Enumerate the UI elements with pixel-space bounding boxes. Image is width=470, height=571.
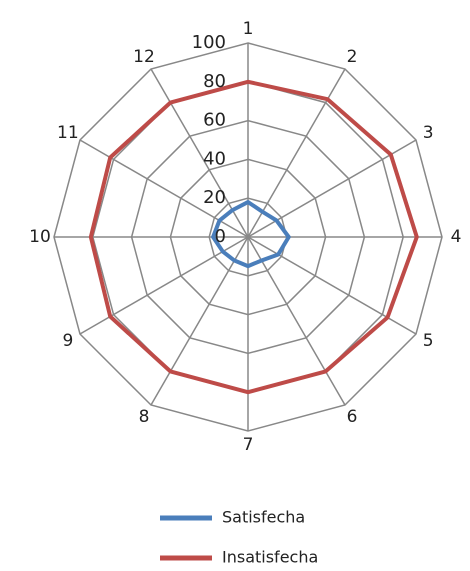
tick-label: 0 — [215, 226, 226, 247]
grid-line — [53, 42, 443, 432]
category-label: 4 — [451, 227, 462, 247]
category-label: 7 — [243, 435, 254, 455]
category-label: 3 — [423, 123, 434, 143]
category-label: 6 — [347, 407, 358, 427]
series-line — [88, 79, 419, 395]
category-label: 9 — [62, 331, 73, 351]
spoke — [247, 236, 346, 406]
category-label: 5 — [423, 331, 434, 351]
tick-label: 40 — [203, 148, 226, 169]
spoke — [79, 236, 249, 335]
spoke — [150, 236, 249, 406]
series-line — [211, 200, 291, 269]
category-label: 8 — [139, 407, 150, 427]
category-label: 10 — [29, 227, 51, 247]
spoke — [247, 68, 346, 238]
category-label: 1 — [243, 19, 254, 39]
category-label: 12 — [133, 47, 155, 67]
category-label: 2 — [347, 47, 358, 67]
tick-label: 100 — [192, 32, 226, 53]
tick-label: 60 — [203, 110, 226, 131]
grid-line — [130, 119, 366, 355]
tick-label: 80 — [203, 71, 226, 92]
grid-line — [169, 158, 327, 316]
category-label: 11 — [57, 123, 79, 143]
legend-label: Insatisfecha — [222, 548, 318, 567]
legend-label: Satisfecha — [222, 508, 305, 527]
tick-label: 20 — [203, 187, 226, 208]
grid-line — [208, 197, 288, 277]
